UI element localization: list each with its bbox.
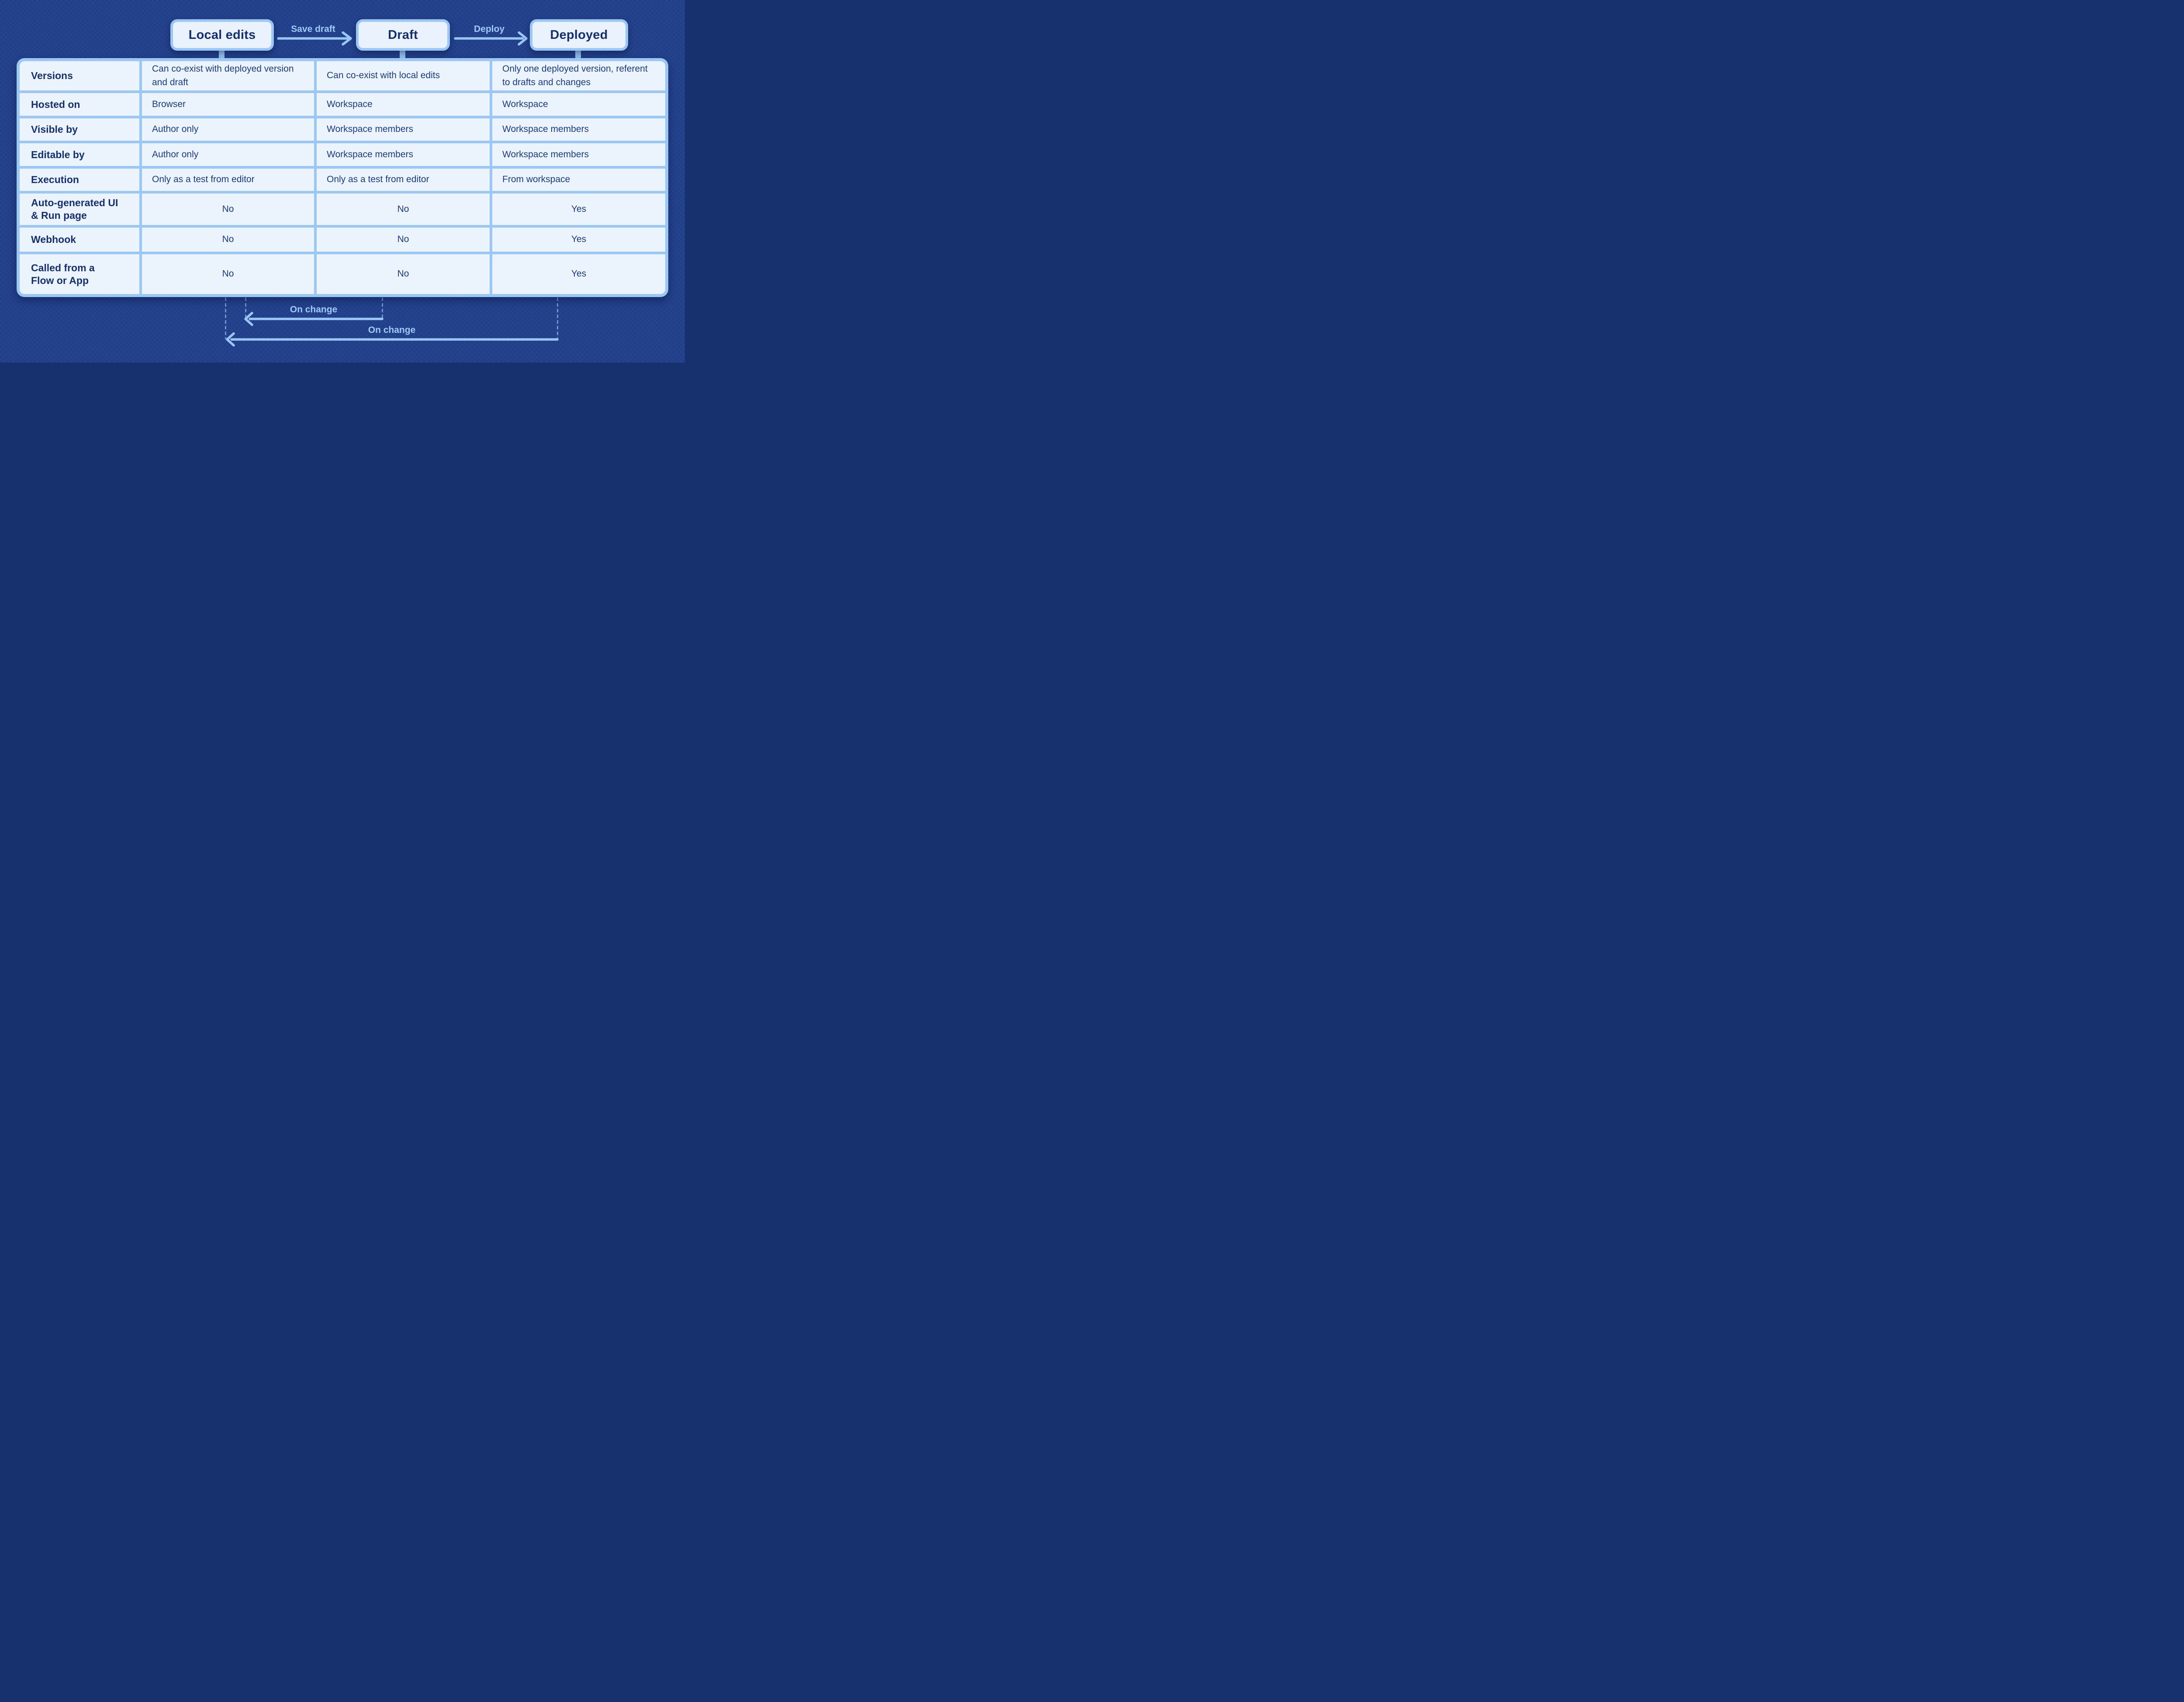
dashed-line-local-edits-outer bbox=[225, 298, 226, 339]
cell-auto-generated-ui-draft: No bbox=[317, 194, 490, 225]
cell-visible-by-local-edits: Author only bbox=[142, 118, 314, 141]
node-local-edits-label: Local edits bbox=[188, 28, 256, 42]
cell-webhook-local-edits: No bbox=[142, 228, 314, 252]
local-edits-connector-stem bbox=[219, 48, 225, 59]
row-header-called-from-flow-or-app: Called from a Flow or App bbox=[20, 254, 139, 294]
cell-visible-by-deployed: Workspace members bbox=[492, 118, 665, 141]
cell-called-from-local-edits: No bbox=[142, 254, 314, 294]
node-draft-label: Draft bbox=[388, 28, 418, 42]
cell-execution-draft: Only as a test from editor bbox=[317, 169, 490, 191]
cell-called-from-draft: No bbox=[317, 254, 490, 294]
cell-editable-by-local-edits: Author only bbox=[142, 143, 314, 166]
row-header-hosted-on: Hosted on bbox=[20, 93, 139, 116]
save-draft-arrow bbox=[277, 31, 352, 46]
cell-called-from-deployed: Yes bbox=[492, 254, 665, 294]
on-change-label-deployed: On change bbox=[368, 325, 416, 335]
cell-execution-deployed: From workspace bbox=[492, 169, 665, 191]
dashed-line-deployed bbox=[557, 298, 558, 339]
draft-connector-stem bbox=[400, 48, 405, 59]
save-draft-arrow-label: Save draft bbox=[291, 24, 335, 34]
cell-hosted-on-draft: Workspace bbox=[317, 93, 490, 116]
cell-versions-deployed: Only one deployed version, referent to d… bbox=[492, 61, 665, 90]
cell-auto-generated-ui-local-edits: No bbox=[142, 194, 314, 225]
node-deployed: Deployed bbox=[530, 19, 628, 51]
comparison-table: Versions Can co-exist with deployed vers… bbox=[17, 58, 668, 297]
dashed-line-draft bbox=[382, 298, 383, 319]
row-header-editable-by: Editable by bbox=[20, 143, 139, 166]
arrows-overlay bbox=[226, 31, 559, 347]
cell-webhook-draft: No bbox=[317, 228, 490, 252]
node-local-edits: Local edits bbox=[170, 19, 274, 51]
deploy-arrow bbox=[454, 31, 528, 46]
row-header-versions: Versions bbox=[20, 61, 139, 90]
node-draft: Draft bbox=[356, 19, 450, 51]
row-header-webhook: Webhook bbox=[20, 228, 139, 252]
on-change-arrow-deployed bbox=[226, 332, 559, 347]
cell-hosted-on-local-edits: Browser bbox=[142, 93, 314, 116]
cell-editable-by-draft: Workspace members bbox=[317, 143, 490, 166]
row-header-execution: Execution bbox=[20, 169, 139, 191]
row-header-visible-by: Visible by bbox=[20, 118, 139, 141]
deploy-arrow-label: Deploy bbox=[473, 24, 505, 34]
on-change-arrow-draft bbox=[244, 311, 384, 326]
cell-webhook-deployed: Yes bbox=[492, 228, 665, 252]
deployed-connector-stem bbox=[575, 48, 581, 59]
on-change-label-draft: On change bbox=[290, 304, 338, 315]
cell-auto-generated-ui-deployed: Yes bbox=[492, 194, 665, 225]
dashed-line-local-edits-inner bbox=[245, 298, 246, 319]
cell-hosted-on-deployed: Workspace bbox=[492, 93, 665, 116]
cell-execution-local-edits: Only as a test from editor bbox=[142, 169, 314, 191]
node-deployed-label: Deployed bbox=[550, 28, 608, 42]
deployment-lifecycle-diagram: Local edits Draft Deployed bbox=[0, 0, 685, 363]
row-header-auto-generated-ui: Auto-generated UI & Run page bbox=[20, 194, 139, 225]
cell-versions-local-edits: Can co-exist with deployed version and d… bbox=[142, 61, 314, 90]
cell-editable-by-deployed: Workspace members bbox=[492, 143, 665, 166]
cell-visible-by-draft: Workspace members bbox=[317, 118, 490, 141]
cell-versions-draft: Can co-exist with local edits bbox=[317, 61, 490, 90]
